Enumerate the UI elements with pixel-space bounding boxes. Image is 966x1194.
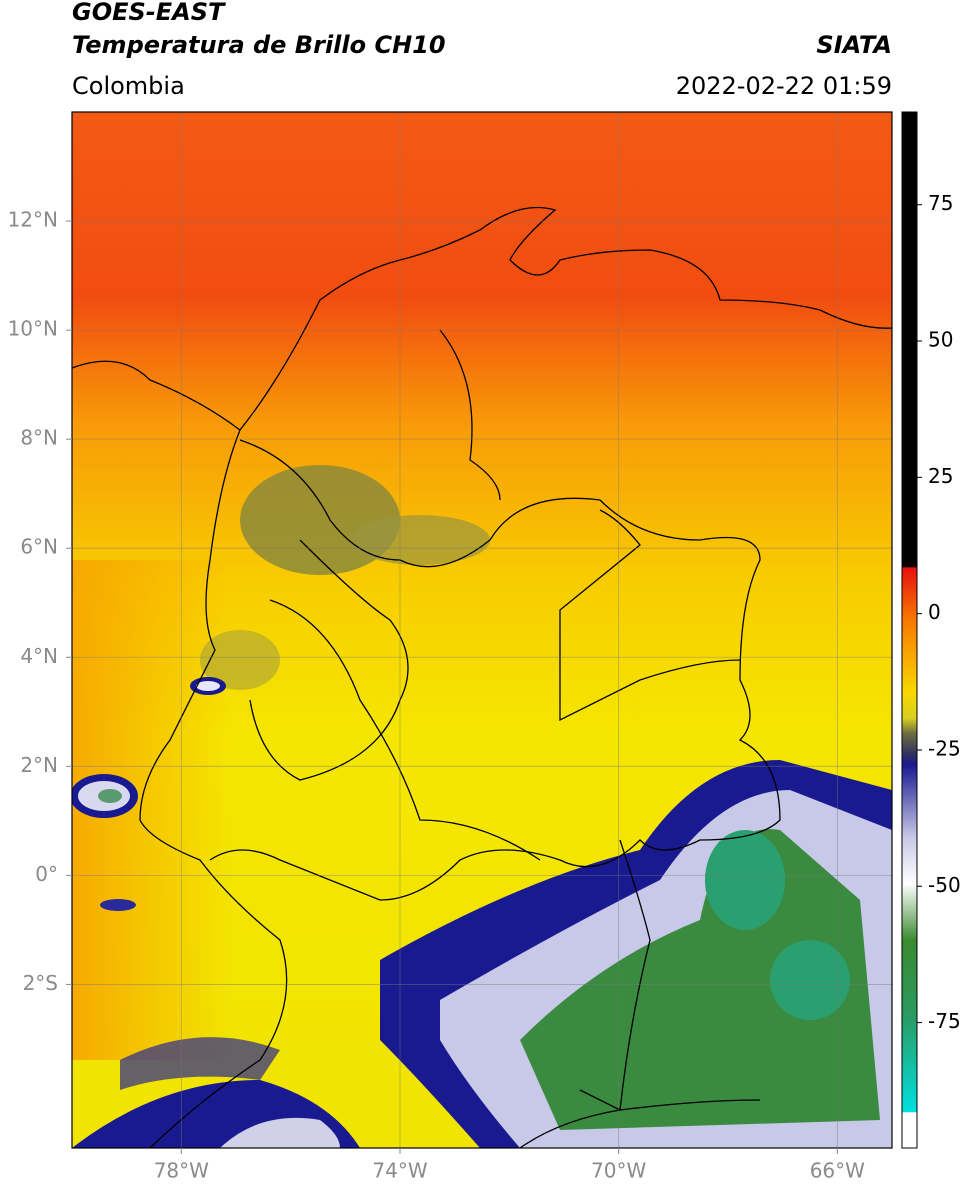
satellite-image	[72, 112, 892, 1148]
lat-tick-label: 6°N	[20, 535, 58, 559]
region-label: Colombia	[72, 72, 185, 100]
timestamp: 2022-02-22 01:59	[676, 72, 892, 100]
lat-tick-label: 10°N	[8, 317, 58, 341]
lat-tick-label: 2°N	[20, 753, 58, 777]
lon-tick-label: 70°W	[591, 1159, 646, 1183]
colorbar-tick-label: 75	[928, 191, 953, 215]
graticule	[72, 112, 892, 1148]
lon-tick-label: 74°W	[372, 1159, 427, 1183]
colorbar-tick-label: 0	[928, 600, 941, 624]
lat-tick-label: 12°N	[8, 208, 58, 232]
colorbar-tick-label: -50	[928, 873, 961, 897]
map-frame	[71, 111, 893, 1149]
colorbar-tick-label: 25	[928, 464, 953, 488]
lat-tick-label: 4°N	[20, 644, 58, 668]
source-label: SIATA	[816, 31, 892, 59]
lat-tick-label: 2°S	[23, 971, 58, 995]
colorbar-tick-label: -75	[928, 1009, 961, 1033]
satellite-title: GOES-EAST	[72, 0, 226, 26]
lat-tick-label: 0°	[35, 862, 58, 886]
colorbar	[901, 111, 918, 1149]
colorbar-tick-label: -25	[928, 736, 961, 760]
product-title: Temperatura de Brillo CH10	[72, 31, 446, 59]
lon-tick-label: 78°W	[154, 1159, 209, 1183]
colorbar-tick-label: 50	[928, 328, 953, 352]
lon-tick-label: 66°W	[810, 1159, 865, 1183]
lat-tick-label: 8°N	[20, 426, 58, 450]
